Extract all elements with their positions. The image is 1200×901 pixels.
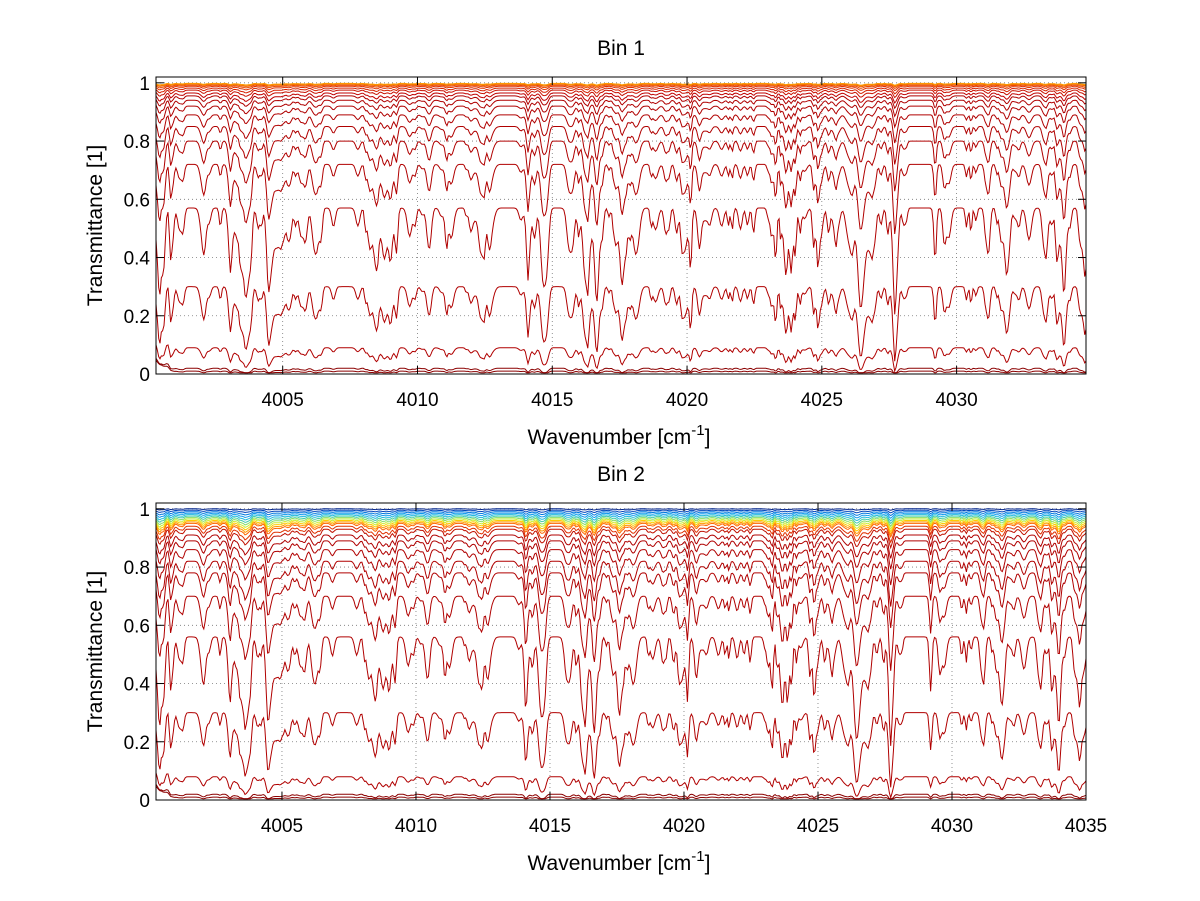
series-line (156, 511, 1086, 517)
series-line (156, 522, 1086, 539)
x-tick-label: 4035 (1065, 816, 1107, 837)
y-tick-label: 0.2 (124, 733, 150, 754)
x-tick-label: 4005 (261, 816, 303, 837)
series-line (156, 540, 1086, 570)
chart-2: 4005 4010 4015 4020 4025 4030 4035 0 0.2 0.4 0.6 0.… (84, 463, 1107, 875)
series-line (156, 525, 1086, 544)
series-line (156, 712, 1086, 788)
series-line (156, 286, 1086, 362)
x-tick-label: 4015 (529, 816, 571, 837)
series-line (156, 359, 1086, 374)
series-line (156, 92, 1086, 104)
series-line (156, 517, 1086, 528)
series-line (156, 512, 1086, 519)
axes-frame (155, 502, 1087, 801)
x-tick-label: 4030 (935, 390, 977, 411)
series-line (156, 784, 1086, 800)
chart-title: Bin 1 (597, 37, 645, 60)
y-tick-label: 0 (139, 365, 150, 386)
y-tick-label: 0.4 (124, 249, 151, 270)
series-line (156, 83, 1086, 88)
y-axis-label: Transmittance [1] (84, 145, 107, 306)
chart-1: 4005 4010 4015 4020 4025 4030 0 0.2 0.4 0.6 0.8 1 Bi… (84, 37, 1087, 449)
series-line (156, 99, 1086, 118)
x-tick-label: 4020 (663, 816, 705, 837)
series-line (156, 519, 1086, 533)
series-line (156, 114, 1086, 144)
x-axis-label: Wavenumber [cm-1] (528, 848, 711, 875)
series-line (156, 105, 1086, 129)
series-line (156, 636, 1086, 746)
series-line (156, 508, 1086, 511)
series-line (156, 95, 1086, 110)
series-line (156, 785, 1086, 800)
series-line (156, 87, 1086, 95)
series-line (156, 89, 1086, 99)
x-axis-label: Wavenumber [cm-1] (528, 422, 711, 449)
x-tick-label: 4005 (262, 390, 304, 411)
x-tick-label: 4025 (797, 816, 839, 837)
x-tick-label: 4020 (666, 390, 708, 411)
series-line (156, 140, 1086, 192)
series-line (156, 344, 1086, 374)
series-line (156, 82, 1086, 86)
series-line (156, 595, 1086, 671)
y-tick-label: 0 (139, 791, 150, 812)
series-group (156, 508, 1086, 800)
series-line (156, 125, 1086, 165)
y-tick-label: 1 (139, 500, 150, 521)
x-tick-label: 4025 (801, 390, 843, 411)
series-line (156, 509, 1086, 514)
chart-title: Bin 2 (597, 463, 645, 486)
x-tick-label: 4010 (396, 390, 438, 411)
series-line (156, 163, 1086, 235)
y-tick-label: 0.8 (124, 132, 150, 153)
series-line (156, 515, 1086, 525)
series-line (156, 772, 1086, 800)
series-line (156, 358, 1086, 374)
axes-frame (155, 76, 1087, 375)
y-tick-label: 0.8 (124, 558, 150, 579)
series-line (156, 514, 1086, 522)
series-line (156, 549, 1086, 586)
series-group (156, 82, 1086, 374)
y-tick-label: 0.6 (124, 190, 150, 211)
y-axis-label: Transmittance [1] (84, 571, 107, 732)
series-line (156, 84, 1086, 89)
series-line (156, 560, 1086, 607)
series-line (156, 528, 1086, 550)
y-tick-label: 0.2 (124, 307, 150, 328)
x-tick-label: 4030 (931, 816, 973, 837)
x-tick-label: 4010 (395, 816, 437, 837)
y-tick-label: 0.6 (124, 616, 150, 637)
x-tick-label: 4015 (531, 390, 573, 411)
series-line (156, 85, 1086, 92)
y-tick-label: 0.4 (124, 675, 151, 696)
y-tick-label: 1 (139, 74, 150, 95)
series-line (156, 534, 1086, 559)
series-line (156, 521, 1086, 536)
series-line (156, 518, 1086, 530)
series-line (156, 207, 1086, 315)
series-line (156, 572, 1086, 629)
